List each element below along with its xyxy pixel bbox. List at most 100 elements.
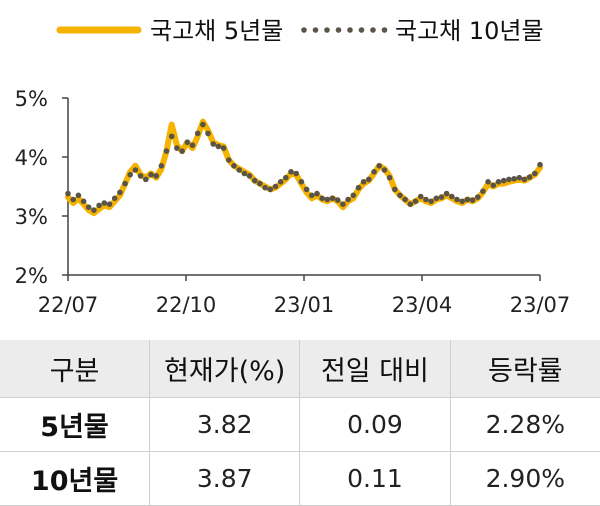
- chart-axes: [62, 97, 541, 281]
- table-header-row: 구분 현재가(%) 전일 대비 등락률: [0, 340, 600, 397]
- series-point-10y: [210, 141, 216, 147]
- series-point-10y: [443, 190, 450, 197]
- series-point-10y: [96, 202, 102, 209]
- header-current-price: 현재가(%): [149, 340, 300, 397]
- series-point-10y: [433, 195, 440, 202]
- series-point-10y: [506, 176, 512, 183]
- series-point-10y: [516, 174, 523, 181]
- series-point-10y: [329, 195, 336, 202]
- x-tick-label: 23/04: [392, 293, 453, 317]
- series-point-10y: [490, 182, 497, 189]
- series-point-10y: [397, 192, 403, 199]
- series-point-10y: [526, 174, 533, 180]
- series-point-10y: [480, 188, 486, 194]
- series-point-10y: [101, 200, 108, 206]
- series-point-10y: [215, 143, 222, 150]
- series-point-10y: [423, 196, 429, 203]
- series-point-10y: [475, 194, 481, 200]
- series-point-10y: [454, 196, 460, 203]
- table-row: 10년물 3.87 0.11 2.90%: [0, 451, 600, 505]
- series-point-10y: [334, 197, 341, 203]
- series-point-10y: [179, 148, 185, 154]
- series-point-10y: [267, 186, 274, 193]
- series-point-10y: [288, 169, 294, 175]
- x-tick-label: 23/01: [274, 293, 335, 317]
- header-daily-change: 전일 대비: [299, 340, 451, 397]
- cell-current-price: 3.82: [149, 397, 300, 451]
- series-point-10y: [438, 194, 445, 200]
- series-point-10y: [257, 180, 263, 187]
- series-point-10y: [236, 167, 242, 173]
- legend-label-5y: 국고채 5년물: [150, 17, 283, 45]
- series-point-10y: [319, 195, 326, 202]
- legend-label-10y: 국고채 10년물: [395, 17, 544, 45]
- series-point-10y: [485, 179, 491, 185]
- series-point-10y: [163, 148, 170, 154]
- series-point-10y: [241, 170, 248, 177]
- series-point-10y: [500, 177, 507, 184]
- series-point-10y: [91, 207, 97, 213]
- series-point-10y: [251, 177, 258, 184]
- series-point-10y: [309, 192, 315, 199]
- legend-item-10y: 국고채 10년물: [301, 17, 544, 45]
- x-tick-label: 22/10: [156, 293, 217, 317]
- series-point-10y: [226, 157, 232, 163]
- series-point-10y: [153, 173, 159, 179]
- series-point-10y: [407, 201, 414, 207]
- cell-current-price: 3.87: [149, 451, 300, 505]
- legend-swatch-10y: [301, 27, 388, 33]
- series-point-10y: [148, 171, 154, 178]
- cell-daily-change: 0.09: [299, 397, 451, 451]
- series-point-10y: [469, 197, 476, 203]
- series-point-10y: [127, 171, 133, 178]
- legend-dot: [324, 27, 330, 33]
- chart-series: [65, 118, 543, 217]
- series-point-10y: [324, 196, 331, 203]
- series-point-10y: [85, 204, 92, 210]
- series-point-10y: [277, 179, 284, 185]
- series-point-10y: [143, 176, 149, 183]
- series-point-10y: [449, 193, 455, 200]
- yield-line-chart: 2% 3% 4% 5% 22/07 22/10 23/01 23/04 23/07: [15, 87, 571, 317]
- series-point-10y: [412, 198, 419, 205]
- series-point-10y: [220, 145, 227, 151]
- series-point-10y: [158, 163, 165, 169]
- series-point-10y: [262, 184, 268, 191]
- series-point-10y: [532, 170, 538, 177]
- series-point-10y: [65, 190, 71, 197]
- series-point-10y: [189, 142, 196, 148]
- series-point-10y: [246, 173, 253, 179]
- series-point-10y: [194, 130, 201, 137]
- series-point-10y: [283, 174, 289, 181]
- legend-dot: [381, 27, 388, 33]
- series-point-10y: [417, 193, 424, 200]
- series-point-10y: [75, 192, 82, 199]
- row-label: 10년물: [30, 465, 119, 497]
- legend-dot: [312, 27, 319, 33]
- series-point-10y: [137, 173, 144, 179]
- legend-dot: [335, 27, 342, 33]
- series-point-10y: [537, 161, 543, 168]
- x-tick-label: 23/07: [510, 293, 571, 317]
- series-point-10y: [386, 174, 393, 181]
- legend-dot: [358, 27, 365, 33]
- cell-change-rate: 2.28%: [449, 397, 600, 451]
- series-point-10y: [122, 180, 128, 187]
- series-point-10y: [205, 130, 211, 137]
- y-tick-label: 4%: [15, 146, 48, 170]
- series-point-10y: [340, 201, 346, 207]
- series-point-10y: [272, 183, 279, 190]
- series-point-10y: [70, 196, 76, 203]
- series-point-10y: [174, 145, 180, 151]
- series-point-10y: [80, 198, 87, 205]
- series-line-10y: [65, 121, 543, 213]
- series-point-10y: [511, 176, 517, 182]
- header-change-rate: 등락률: [449, 340, 600, 397]
- row-label: 5년물: [40, 411, 109, 443]
- series-point-10y: [459, 198, 466, 205]
- y-tick-labels: 2% 3% 4% 5%: [15, 87, 48, 288]
- chart-legend: 국고채 5년물 국고채 10년물: [56, 17, 544, 45]
- series-point-10y: [355, 184, 362, 191]
- series-point-10y: [376, 163, 383, 169]
- y-tick-label: 2%: [15, 264, 48, 288]
